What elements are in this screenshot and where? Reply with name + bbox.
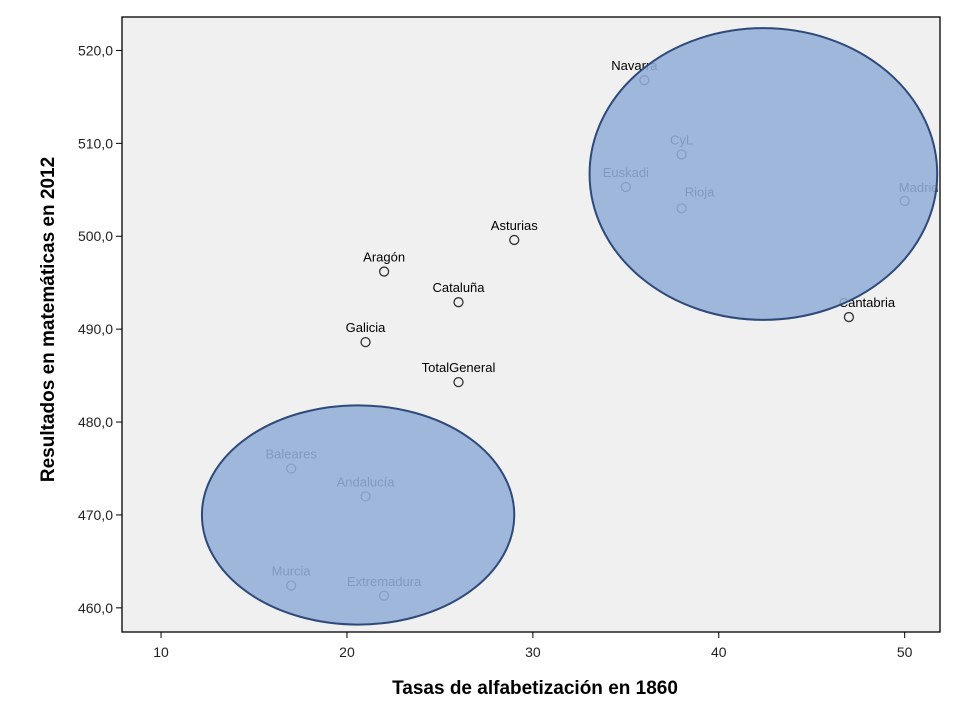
y-tick-label: 510,0	[78, 135, 113, 151]
point-label: Cataluña	[432, 280, 485, 295]
data-point	[509, 234, 520, 246]
y-tick-label: 480,0	[78, 414, 113, 430]
x-tick-label: 30	[525, 644, 541, 660]
y-tick-label: 500,0	[78, 228, 113, 244]
x-tick-label: 20	[339, 644, 355, 660]
y-tick-label: 520,0	[78, 42, 113, 58]
y-axis-title: Resultados en matemáticas en 2012	[38, 157, 59, 482]
plot-frame	[121, 16, 941, 633]
y-axis: 460,0 470,0 480,0 490,0 500,0 510,0 520,0	[78, 42, 122, 616]
x-axis-title: Tasas de alfabetización en 1860	[392, 678, 678, 699]
y-tick-label: 470,0	[78, 507, 113, 523]
x-axis: 10 20 30 40 50	[153, 632, 913, 660]
y-tick-label: 490,0	[78, 321, 113, 337]
highlight-ellipse	[588, 27, 939, 321]
point-label: Galicia	[346, 320, 387, 335]
data-point	[378, 266, 390, 277]
point-label: Aragón	[363, 250, 405, 265]
point-label: TotalGeneral	[422, 360, 496, 375]
data-point	[843, 311, 855, 323]
data-point	[360, 337, 371, 348]
y-tick-label: 460,0	[78, 600, 113, 616]
x-tick-label: 10	[153, 644, 169, 660]
x-tick-label: 50	[897, 644, 913, 660]
data-point	[453, 297, 464, 308]
x-tick-label: 40	[711, 644, 727, 660]
highlight-ellipse	[200, 404, 516, 626]
point-label: Asturias	[491, 218, 538, 233]
data-point	[453, 376, 464, 388]
highlight-ellipses	[200, 27, 939, 626]
